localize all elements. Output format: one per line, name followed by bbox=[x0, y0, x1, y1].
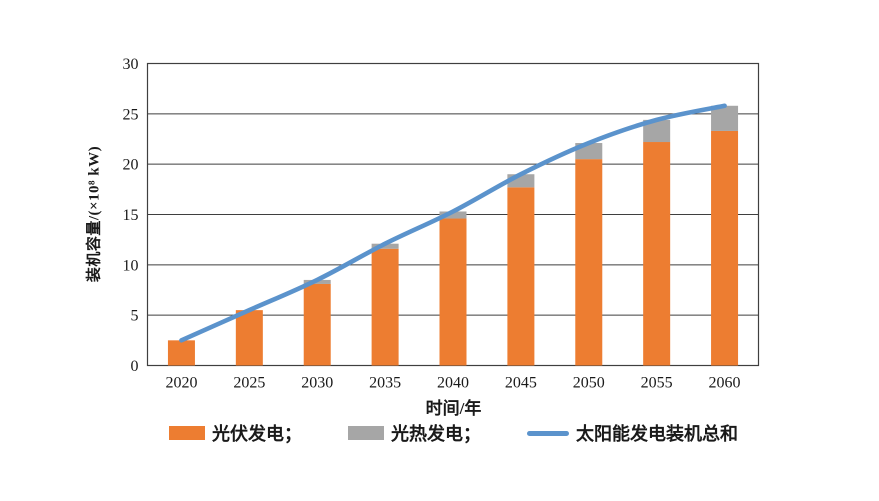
bar-光伏发电-2035 bbox=[371, 248, 399, 366]
bar-光伏发电-2055 bbox=[643, 142, 671, 366]
y-tick-label: 0 bbox=[131, 358, 139, 375]
y-tick-label: 25 bbox=[123, 106, 139, 123]
legend-line-swatch bbox=[527, 430, 569, 436]
legend-item: 光伏发电； bbox=[169, 420, 302, 446]
bar-光热发电-2060 bbox=[711, 105, 739, 131]
x-tick-label: 2045 bbox=[505, 375, 537, 392]
x-tick-label: 2055 bbox=[641, 375, 673, 392]
bar-光伏发电-2030 bbox=[303, 283, 331, 366]
bar-光伏发电-2060 bbox=[711, 130, 739, 366]
y-tick-label: 15 bbox=[123, 207, 139, 224]
legend-rect-swatch bbox=[348, 426, 384, 440]
x-tick-label: 2030 bbox=[301, 375, 333, 392]
bar-光伏发电-2040 bbox=[439, 218, 467, 366]
total-line bbox=[179, 103, 727, 343]
bar-光热发电-2040 bbox=[439, 211, 467, 219]
legend-label: 光热发电； bbox=[391, 424, 481, 444]
y-tick-label: 20 bbox=[123, 157, 139, 174]
legend-label: 太阳能发电装机总和 bbox=[576, 424, 738, 444]
y-axis-title: 装机容量/(×10⁸ kW) bbox=[86, 145, 103, 283]
y-tick-label: 30 bbox=[123, 56, 139, 73]
legend-item: 太阳能发电装机总和 bbox=[527, 420, 738, 446]
bar-光热发电-2055 bbox=[643, 119, 671, 143]
bar-光伏发电-2025 bbox=[235, 310, 263, 366]
x-tick-label: 2040 bbox=[437, 375, 469, 392]
x-tick-label: 2060 bbox=[709, 375, 741, 392]
legend-item: 光热发电； bbox=[348, 420, 481, 446]
bar-光伏发电-2045 bbox=[507, 187, 535, 366]
x-tick-label: 2020 bbox=[165, 375, 197, 392]
y-tick-label: 5 bbox=[131, 308, 139, 325]
legend-label: 光伏发电； bbox=[212, 424, 302, 444]
x-tick-label: 2025 bbox=[233, 375, 265, 392]
x-axis-title: 时间/年 bbox=[425, 399, 482, 418]
x-tick-label: 2050 bbox=[573, 375, 605, 392]
x-tick-label: 2035 bbox=[369, 375, 401, 392]
bar-光伏发电-2020 bbox=[167, 340, 195, 366]
legend-rect-swatch bbox=[169, 426, 205, 440]
chart-legend: 光伏发电； 光热发电； 太阳能发电装机总和 bbox=[148, 420, 759, 446]
bar-光伏发电-2050 bbox=[575, 159, 603, 366]
y-tick-label: 10 bbox=[123, 257, 139, 274]
